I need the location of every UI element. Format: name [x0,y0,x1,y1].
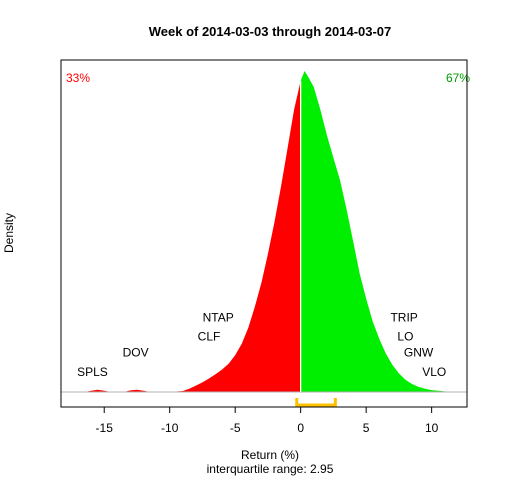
ticker-label-gnw: GNW [404,346,434,360]
y-axis-label: Density [2,213,16,253]
iqr-caption: interquartile range: 2.95 [207,462,334,476]
x-axis: -15 -10 -5 0 5 10 [96,407,439,435]
chart-title: Week of 2014-03-03 through 2014-03-07 [149,24,392,39]
ticker-label-clf: CLF [198,330,221,344]
x-tick-label: 0 [297,421,304,435]
percent-negative-label: 33% [66,71,90,85]
ticker-annotations: SPLS DOV NTAP CLF TRIP LO GNW VLO [77,310,446,379]
x-axis-label: Return (%) [241,448,299,462]
positive-density-area [300,71,452,392]
ticker-label-dov: DOV [123,346,149,360]
ticker-label-ntap: NTAP [203,310,234,324]
ticker-label-lo: LO [397,330,413,344]
percent-positive-label: 67% [446,71,470,85]
x-tick-label: -15 [96,421,114,435]
interquartile-range-bracket [295,398,337,407]
x-tick-label: -5 [230,421,241,435]
x-tick-label: -10 [161,421,179,435]
ticker-label-spls: SPLS [77,365,108,379]
x-tick-label: 10 [425,421,439,435]
plot-area: SPLS DOV NTAP CLF TRIP LO GNW VLO [61,71,467,407]
ticker-label-vlo: VLO [422,365,446,379]
plot-frame [60,59,468,408]
ticker-label-trip: TRIP [390,310,417,324]
x-tick-label: 5 [363,421,370,435]
negative-density-area [84,80,301,392]
